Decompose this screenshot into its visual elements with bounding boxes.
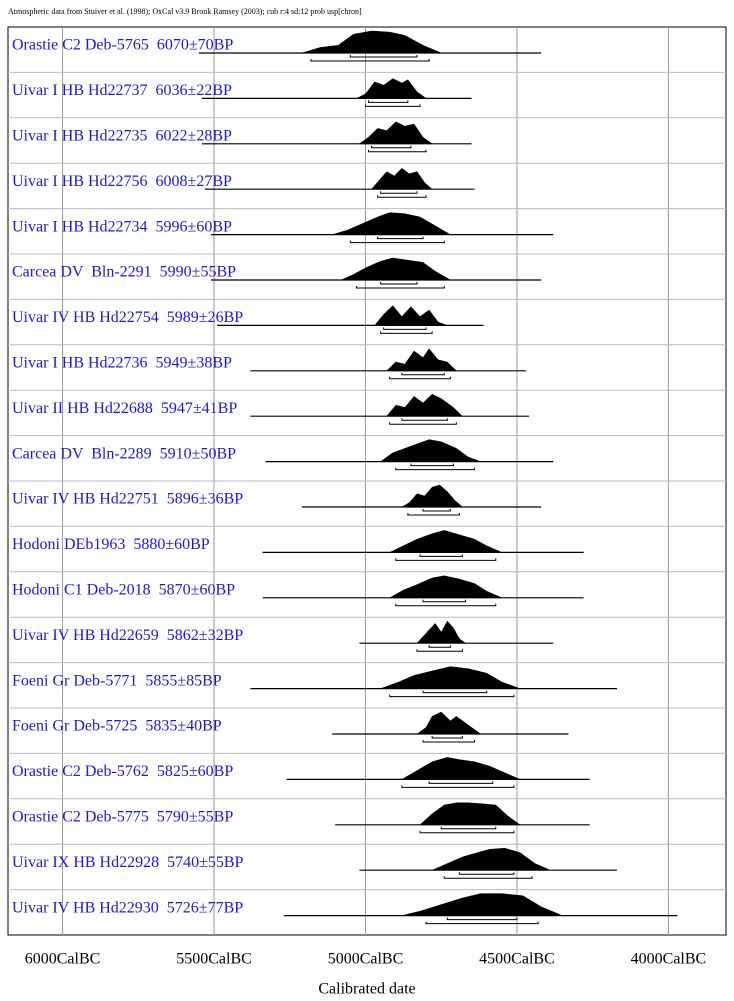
range-bracket bbox=[401, 372, 445, 376]
range-bracket bbox=[395, 558, 497, 561]
probability-distribution bbox=[332, 212, 452, 235]
range-bracket bbox=[380, 331, 433, 334]
range-bracket bbox=[446, 917, 518, 921]
range-bracket bbox=[422, 599, 466, 603]
range-bracket bbox=[389, 422, 457, 425]
range-bracket bbox=[380, 191, 418, 194]
row-label: Uivar I HB Hd22736 5949±38BP bbox=[12, 354, 232, 371]
range-bracket bbox=[401, 418, 448, 421]
probability-distribution bbox=[380, 666, 521, 689]
row-label: Uivar IV HB Hd22659 5862±32BP bbox=[12, 627, 243, 644]
probability-distribution bbox=[356, 78, 427, 99]
range-bracket bbox=[431, 736, 463, 739]
probability-distribution bbox=[341, 257, 452, 281]
row-label: Uivar II HB Hd22688 5947±41BP bbox=[12, 400, 237, 417]
probability-distribution bbox=[416, 711, 482, 735]
probability-distribution bbox=[301, 30, 442, 54]
row-label: Uivar I HB Hd22734 5996±60BP bbox=[12, 218, 232, 235]
range-bracket bbox=[422, 509, 451, 512]
range-bracket bbox=[389, 694, 515, 698]
row-label: Carcea DV Bln-2291 5990±55BP bbox=[12, 264, 236, 281]
row-label: Orastie C2 Deb-5775 5790±55BP bbox=[12, 808, 233, 825]
row-label: Hodoni DEb1963 5880±60BP bbox=[12, 536, 210, 553]
range-bracket bbox=[407, 513, 460, 516]
probability-distribution bbox=[432, 847, 551, 871]
range-bracket bbox=[428, 645, 451, 648]
range-bracket bbox=[458, 872, 515, 875]
probability-distribution bbox=[379, 439, 481, 462]
row-label: Uivar IV HB Hd22754 5989±26BP bbox=[12, 309, 243, 326]
x-tick-label: 4000CalBC bbox=[631, 951, 707, 968]
probability-distribution bbox=[419, 802, 521, 826]
row-label: Carcea DV Bln-2289 5910±50BP bbox=[12, 445, 236, 462]
x-tick-label: 5500CalBC bbox=[176, 951, 252, 968]
row-label: Orastie C2 Deb-5765 6070±70BP bbox=[12, 37, 233, 54]
range-bracket bbox=[419, 830, 515, 834]
range-bracket bbox=[410, 463, 454, 467]
probability-distribution bbox=[386, 348, 458, 372]
range-bracket bbox=[419, 554, 463, 557]
probability-distribution bbox=[386, 393, 464, 417]
row-label: Uivar I HB Hd22735 6022±28BP bbox=[12, 127, 232, 144]
row-label: Uivar IV HB Hd22751 5896±36BP bbox=[12, 491, 243, 508]
row-label: Foeni Gr Deb-5771 5855±85BP bbox=[12, 672, 222, 689]
range-bracket bbox=[395, 467, 476, 471]
range-bracket bbox=[422, 740, 476, 743]
range-bracket bbox=[355, 286, 445, 289]
range-bracket bbox=[443, 876, 533, 879]
probability-distribution bbox=[389, 530, 502, 553]
row-label: Uivar I HB Hd22756 6008±27BP bbox=[12, 173, 232, 190]
x-tick-label: 6000CalBC bbox=[25, 951, 101, 968]
probability-distribution bbox=[388, 575, 502, 599]
range-bracket bbox=[425, 921, 539, 925]
x-tick-label: 4500CalBC bbox=[479, 951, 555, 968]
row-label: Foeni Gr Deb-5725 5835±40BP bbox=[12, 718, 222, 735]
range-bracket bbox=[377, 195, 427, 198]
row-label: Uivar IV HB Hd22930 5726±77BP bbox=[12, 899, 243, 916]
range-bracket bbox=[368, 149, 427, 153]
probability-distribution bbox=[401, 893, 563, 916]
x-tick-label: 5000CalBC bbox=[328, 951, 404, 968]
probability-distribution bbox=[400, 484, 464, 508]
range-bracket bbox=[371, 145, 412, 149]
probability-distribution bbox=[374, 305, 448, 326]
row-label: Uivar I HB Hd22737 6036±22BP bbox=[12, 82, 232, 99]
row-label: Hodoni C1 Deb-2018 5870±60BP bbox=[12, 581, 235, 598]
x-axis-label: Calibrated date bbox=[318, 981, 415, 998]
range-bracket bbox=[377, 236, 424, 240]
probability-distribution bbox=[416, 620, 467, 644]
chart-title: Atmospheric data from Stuiver et al. (19… bbox=[8, 7, 362, 16]
range-bracket bbox=[440, 826, 497, 830]
range-bracket bbox=[383, 327, 427, 330]
range-bracket bbox=[428, 781, 494, 784]
range-bracket bbox=[364, 104, 421, 107]
range-bracket bbox=[380, 282, 418, 285]
range-bracket bbox=[395, 603, 497, 607]
probability-distribution bbox=[400, 757, 521, 780]
range-bracket bbox=[368, 100, 409, 103]
range-bracket bbox=[422, 690, 488, 694]
row-label: Uivar IX HB Hd22928 5740±55BP bbox=[12, 854, 244, 871]
range-bracket bbox=[416, 649, 463, 652]
range-bracket bbox=[349, 240, 445, 244]
range-bracket bbox=[401, 785, 515, 788]
probability-distribution bbox=[358, 121, 433, 145]
range-bracket bbox=[349, 55, 418, 58]
range-bracket bbox=[310, 59, 430, 62]
probability-distribution bbox=[370, 167, 433, 190]
range-bracket bbox=[389, 376, 451, 380]
row-label: Orastie C2 Deb-5762 5825±60BP bbox=[12, 763, 233, 780]
